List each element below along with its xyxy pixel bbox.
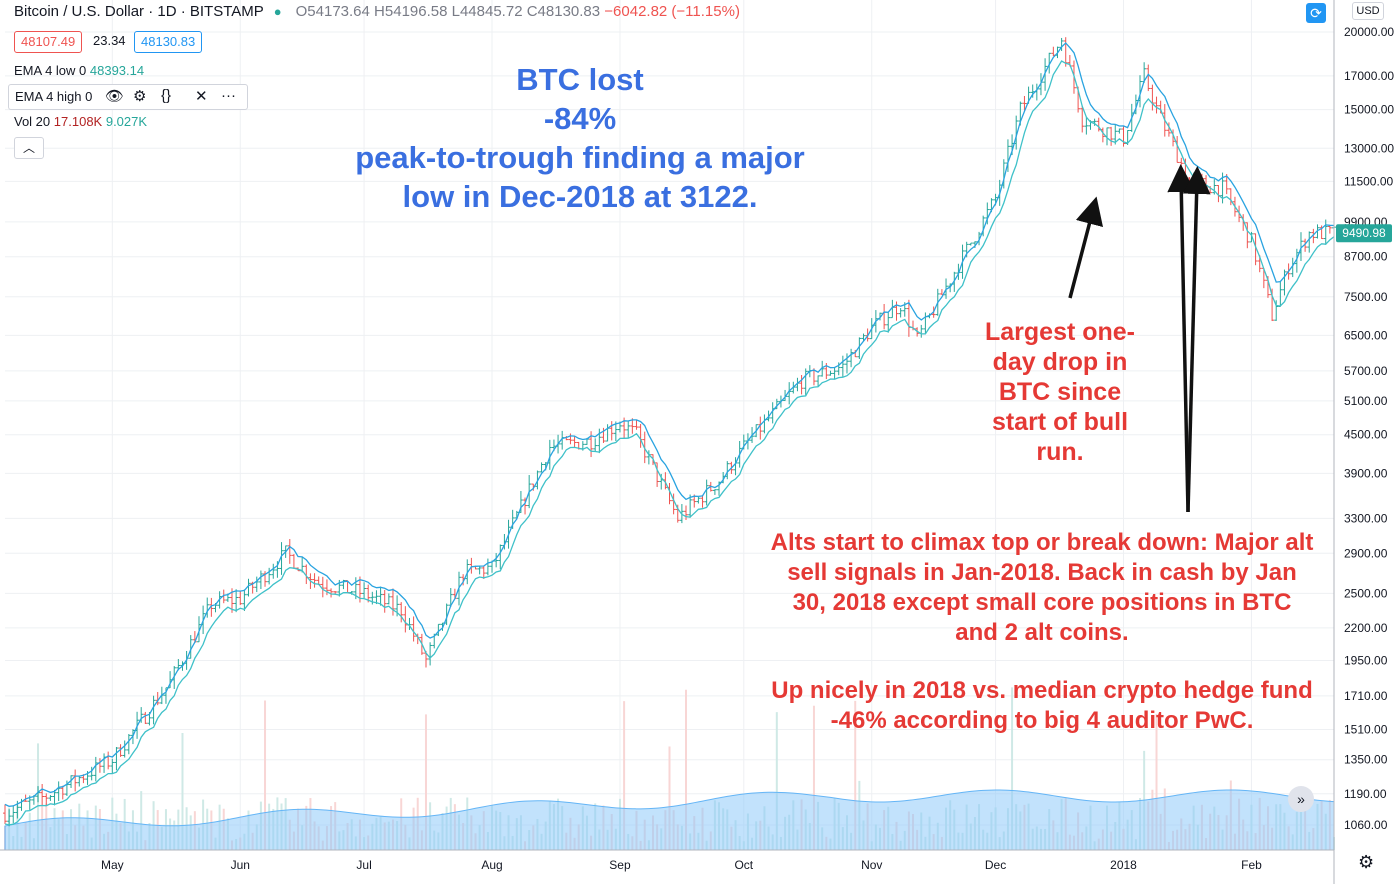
y-tick-label: 3300.00 [1344, 511, 1388, 525]
y-tick-label: 1350.00 [1344, 753, 1388, 767]
annotation-line: BTC since [998, 378, 1122, 406]
symbol-header: Bitcoin / U.S. Dollar · 1D · BITSTAMP ● O5… [14, 3, 740, 20]
annotation-line: sell signals in Jan-2018. Back in cash b… [787, 559, 1297, 586]
y-tick-label: 17000.00 [1344, 69, 1394, 83]
annotation-btc-lost: BTC lost -84% peak-to-trough finding a m… [300, 60, 860, 216]
ohlc-high: H54196.58 [374, 3, 448, 20]
ohlc-open: O54173.64 [295, 3, 370, 20]
buy-price-button[interactable]: 48130.83 [134, 31, 203, 53]
y-tick-label: 6500.00 [1344, 328, 1388, 342]
sell-price-button[interactable]: 48107.49 [14, 31, 83, 53]
annotation-line: start of bull [991, 408, 1129, 436]
annotation-line: low in Dec-2018 at 3122. [402, 179, 758, 214]
x-tick-label: May [101, 858, 124, 872]
more-icon[interactable]: ··· [221, 87, 236, 104]
y-tick-label: 5100.00 [1344, 394, 1388, 408]
y-tick-label: 7500.00 [1344, 290, 1388, 304]
symbol-title[interactable]: Bitcoin / U.S. Dollar · 1D · BITSTAMP [14, 3, 264, 20]
y-tick-label: 4500.00 [1344, 428, 1388, 442]
y-tick-label: 1710.00 [1344, 689, 1388, 703]
ohlc-close: C48130.83 [526, 3, 601, 20]
annotation-line: and 2 alt coins. [955, 619, 1129, 646]
collapse-legend-button[interactable]: ︿ [14, 137, 44, 159]
x-tick-label: 2018 [1110, 858, 1137, 872]
annotation-line: Largest one- [984, 318, 1136, 346]
refresh-button[interactable]: ⟳ [1306, 3, 1326, 23]
x-tick-label: Sep [609, 858, 631, 872]
x-tick-label: Oct [734, 858, 753, 872]
double-chevron-right-icon: » [1297, 791, 1305, 807]
annotation-largest-drop: Largest one- day drop in BTC since start… [960, 317, 1160, 467]
refresh-icon: ⟳ [1310, 5, 1322, 21]
chart-settings-icon[interactable]: ⚙ [1358, 852, 1375, 872]
y-tick-label: 13000.00 [1344, 141, 1394, 155]
last-price-label: 9490.98 [1342, 226, 1386, 240]
volume-value-1: 17.108K [53, 114, 103, 129]
ema-low-value: 48393.14 [89, 63, 145, 78]
x-tick-label: Aug [481, 858, 502, 872]
annotation-line: -46% according to big 4 auditor PwC. [830, 707, 1254, 734]
ema-low-line [4, 60, 1335, 826]
annotation-line: run. [1036, 438, 1084, 466]
braces-icon[interactable]: {} [161, 87, 172, 104]
annotation-line: day drop in [992, 348, 1128, 376]
ema-low-label: EMA 4 low 0 [14, 63, 87, 78]
y-tick-label: 5700.00 [1344, 364, 1388, 378]
eye-icon[interactable]: 👁 [105, 88, 125, 105]
y-tick-label: 2900.00 [1344, 546, 1388, 560]
y-tick-label: 11500.00 [1344, 174, 1393, 188]
market-status-icon: ● [273, 4, 282, 19]
ohlc-low: L44845.72 [451, 3, 523, 20]
annotation-line: BTC lost [516, 62, 644, 97]
y-tick-label: 1190.00 [1344, 787, 1387, 801]
annotation-line: -84% [543, 101, 617, 136]
y-tick-label: 1060.00 [1344, 818, 1388, 832]
annotation-line: peak-to-trough finding a major [355, 140, 805, 175]
volume-legend[interactable]: Vol 20 17.108K 9.027K [14, 114, 147, 129]
spread-value: 23.34 [93, 33, 126, 48]
annotation-performance: Up nicely in 2018 vs. median crypto hedg… [748, 676, 1336, 736]
ema-low-legend[interactable]: EMA 4 low 0 48393.14 [14, 63, 144, 78]
annotation-alt-signals: Alts start to climax top or break down: … [748, 528, 1336, 648]
y-tick-label: 2500.00 [1344, 586, 1388, 600]
y-tick-label: 1950.00 [1344, 653, 1388, 667]
x-tick-label: Dec [985, 858, 1006, 872]
volume-ma-area [4, 789, 1335, 851]
y-tick-label: 1510.00 [1344, 722, 1388, 736]
y-tick-label: 20000.00 [1344, 25, 1394, 39]
ema-high-label: EMA 4 high 0 [15, 89, 93, 104]
x-tick-label: Jun [231, 858, 250, 872]
x-tick-label: Nov [861, 858, 882, 872]
arrow-alt-signal-2 [1182, 166, 1211, 513]
arrow-largest-drop [1068, 196, 1104, 299]
annotation-line: 30, 2018 except small core positions in … [792, 589, 1292, 616]
y-tick-label: 2200.00 [1344, 621, 1388, 635]
annotation-line: Up nicely in 2018 vs. median crypto hedg… [771, 677, 1313, 704]
gear-icon[interactable]: ⚙ [133, 88, 147, 105]
x-tick-label: Feb [1241, 858, 1262, 872]
scroll-to-realtime-button[interactable]: » [1288, 786, 1314, 812]
y-tick-label: 3900.00 [1344, 466, 1388, 480]
close-icon[interactable]: ✕ [195, 88, 208, 105]
y-tick-label: 15000.00 [1344, 103, 1394, 117]
ohlc-change: −6042.82 (−11.15%) [604, 3, 740, 20]
ema-high-line [4, 42, 1335, 807]
chevron-up-icon: ︿ [22, 141, 35, 155]
currency-button[interactable]: USD [1352, 2, 1384, 20]
y-tick-label: 8700.00 [1344, 250, 1388, 264]
volume-label: Vol 20 [14, 114, 51, 129]
arrow-alt-signal-1 [1167, 164, 1196, 513]
annotation-line: Alts start to climax top or break down: … [770, 529, 1314, 556]
volume-value-2: 9.027K [105, 114, 148, 129]
ema-high-legend[interactable]: EMA 4 high 0 👁 ⚙ {} ✕ ··· [8, 84, 248, 110]
last-price-badge [1336, 224, 1392, 243]
x-tick-label: Jul [356, 858, 371, 872]
